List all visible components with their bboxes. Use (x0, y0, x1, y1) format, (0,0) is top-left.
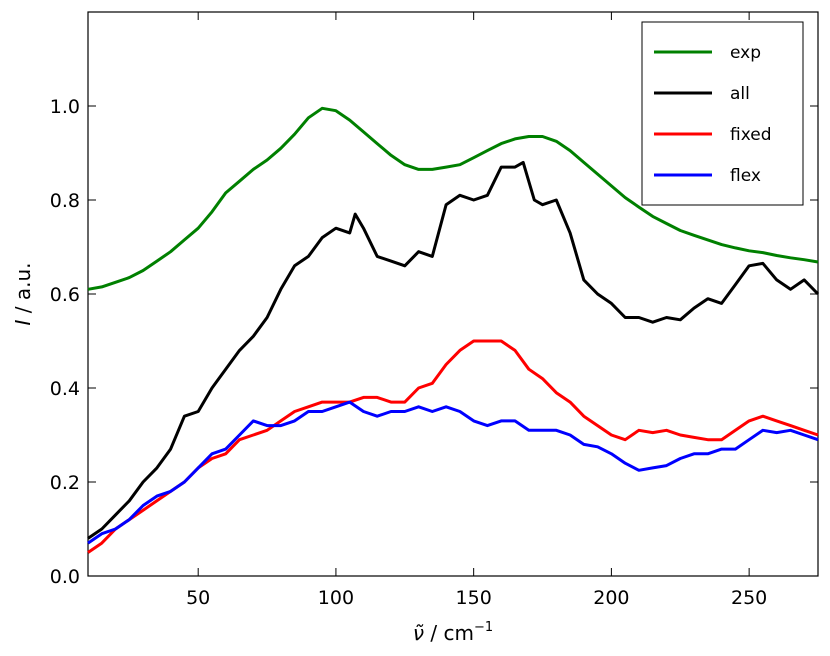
x-axis-label-exponent: −1 (474, 620, 493, 635)
plot-area: 50 100 150 200 250 0.0 0.2 0.4 0.6 0.8 1.0 (50, 11, 820, 609)
x-tick-label: 50 (186, 587, 210, 609)
legend-label-flex: flex (730, 166, 761, 186)
legend-item-exp: exp (654, 43, 761, 63)
x-tick-label: 150 (456, 587, 492, 609)
series-line-exp (87, 106, 819, 291)
y-axis-label-unit: / a.u. (11, 262, 35, 319)
series-line-all (87, 160, 820, 540)
legend-label-fixed: fixed (730, 125, 772, 145)
x-tick-label: 100 (318, 587, 354, 609)
series-layer (87, 106, 820, 554)
svg-text:ν̃ / cm−1: ν̃ / cm−1 (413, 620, 493, 645)
legend-label-exp: exp (730, 43, 761, 63)
y-axis-label-symbol: I (11, 320, 35, 326)
legend-items: exp all fixed flex (654, 43, 772, 186)
series-line-fixed (87, 339, 819, 554)
legend-label-all: all (730, 84, 750, 104)
x-axis-label: ν̃ / cm−1 (413, 620, 493, 645)
svg-text:I / a.u.: I / a.u. (11, 262, 35, 325)
x-axis-label-symbol: ν̃ (413, 621, 424, 645)
y-tick-label: 0.2 (50, 472, 80, 494)
series-line-flex (87, 400, 819, 545)
legend-item-all: all (654, 84, 750, 104)
x-tick-label: 250 (731, 587, 767, 609)
y-tick-label: 0.8 (50, 190, 80, 212)
y-tick-label: 1.0 (50, 96, 80, 118)
ticks-layer: 50 100 150 200 250 0.0 0.2 0.4 0.6 0.8 1.0 (50, 12, 818, 609)
y-axis-label: I / a.u. (11, 262, 35, 325)
y-tick-label: 0.0 (50, 566, 80, 588)
legend-item-flex: flex (654, 166, 761, 186)
y-tick-label: 0.6 (50, 284, 80, 306)
y-tick-label: 0.4 (50, 378, 80, 400)
x-axis-label-unit: / cm (424, 621, 474, 645)
legend-item-fixed: fixed (654, 125, 772, 145)
legend: exp all fixed flex (641, 21, 804, 206)
legend-box (641, 21, 804, 206)
x-tick-label: 200 (593, 587, 629, 609)
